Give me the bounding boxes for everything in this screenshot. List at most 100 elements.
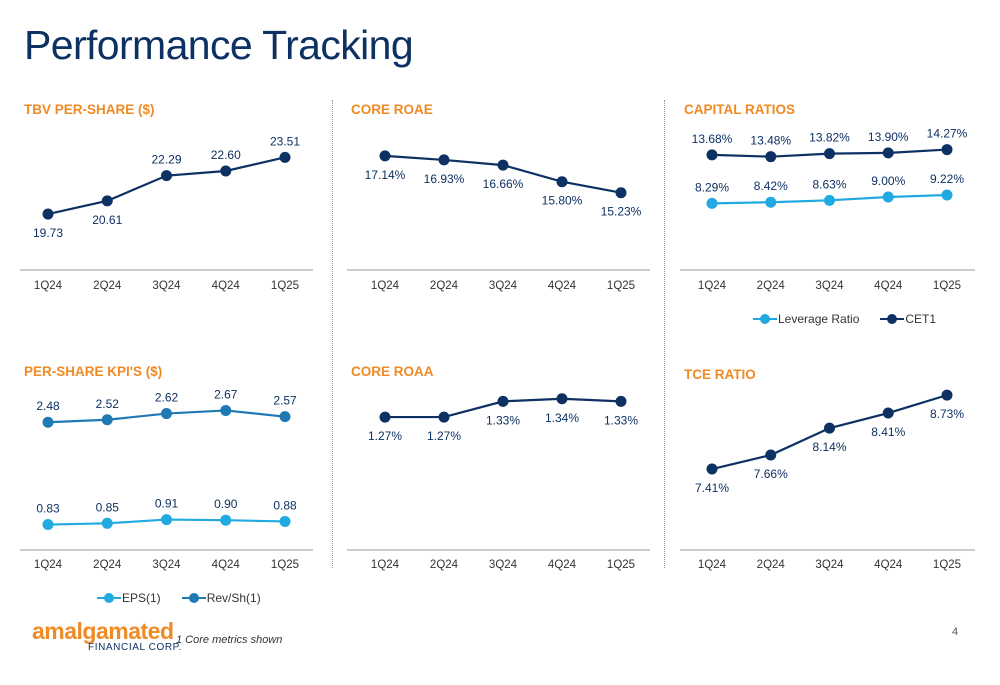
legend-marker-eps [97, 593, 121, 603]
data-label: 2.52 [96, 397, 120, 411]
data-point [824, 148, 835, 160]
data-point [101, 414, 113, 426]
data-label: 15.23% [601, 205, 642, 219]
data-label: 0.88 [273, 498, 297, 512]
data-point [882, 147, 894, 159]
data-point [161, 408, 172, 420]
data-label: 8.73% [930, 407, 964, 421]
data-label: 0.85 [96, 500, 120, 514]
data-label: 7.66% [754, 467, 788, 481]
x-tick-label: 1Q25 [271, 559, 299, 571]
data-label: 1.33% [604, 413, 638, 427]
data-label: 19.73 [33, 226, 63, 240]
data-label: 8.42% [754, 179, 788, 193]
chart-tbv: 1Q24 2Q24 3Q24 4Q24 1Q25 19.73 20.61 22.29 22.60… [20, 134, 313, 292]
data-point [615, 395, 627, 407]
x-tick-label: 1Q25 [607, 559, 635, 571]
data-point [42, 208, 54, 220]
x-tick-label: 1Q24 [698, 559, 727, 571]
data-label: 2.48 [36, 399, 60, 413]
panel-title-capital: CAPITAL RATIOS [684, 102, 795, 117]
chart-tce: 1Q24 2Q24 3Q24 4Q24 1Q25 7.41% 7.66% 8.14% 8.41%… [680, 389, 975, 571]
x-tick-label: 3Q24 [152, 559, 181, 571]
x-tick-label: 1Q24 [34, 559, 63, 571]
legend-item-revsh: Rev/Sh(1) [181, 591, 261, 605]
data-point [556, 393, 568, 405]
data-label: 23.51 [270, 134, 300, 148]
data-point [279, 411, 291, 423]
data-point [497, 159, 509, 171]
x-tick-label: 2Q24 [93, 280, 122, 292]
data-label: 0.90 [214, 497, 238, 511]
legend-item-eps: EPS(1) [96, 591, 161, 605]
data-label: 13.82% [809, 131, 850, 145]
chart-capital: 1Q24 2Q24 3Q24 4Q24 1Q25 8.29% 8.42% 8.63% 9.00%… [680, 127, 975, 292]
data-label: 0.91 [155, 497, 179, 511]
panel-title-kpi: PER-SHARE KPI'S ($) [24, 364, 163, 379]
x-tick-label: 1Q25 [271, 280, 299, 292]
data-label: 1.27% [427, 429, 461, 443]
data-point [497, 395, 509, 407]
data-point [824, 194, 835, 206]
x-tick-label: 4Q24 [874, 280, 903, 292]
panel-title-tbv: TBV PER-SHARE ($) [24, 102, 155, 117]
x-tick-label: 2Q24 [430, 559, 459, 571]
data-point [882, 191, 894, 203]
legend-kpi: EPS(1) Rev/Sh(1) [96, 591, 277, 605]
data-label: 9.00% [871, 174, 905, 188]
legend-marker-revsh [181, 593, 206, 603]
data-label: 2.67 [214, 387, 238, 401]
data-point [438, 154, 450, 166]
x-tick-label: 2Q24 [757, 280, 786, 292]
panel-title-roae: CORE ROAE [351, 102, 433, 117]
data-label: 16.93% [424, 172, 465, 186]
data-label: 2.57 [273, 394, 297, 408]
data-point [379, 150, 391, 162]
legend-item-leverage: Leverage Ratio [752, 312, 859, 326]
x-tick-label: 1Q24 [34, 280, 63, 292]
x-tick-label: 2Q24 [93, 559, 122, 571]
data-label: 0.83 [36, 502, 60, 516]
chart-kpi: 1Q24 2Q24 3Q24 4Q24 1Q25 0.83 0.85 0.91 0.90 0.88… [20, 387, 313, 571]
data-label: 15.80% [542, 194, 583, 208]
data-label: 22.29 [151, 153, 181, 167]
chart-roae: 1Q24 2Q24 3Q24 4Q24 1Q25 17.14% 16.93% 16.66% 15… [347, 150, 650, 292]
legend-marker-cet1 [880, 314, 905, 324]
logo-subtitle: FINANCIAL CORP. [88, 642, 183, 653]
x-tick-label: 3Q24 [815, 280, 844, 292]
data-point [706, 197, 718, 209]
x-tick-label: 1Q24 [371, 280, 400, 292]
x-tick-label: 3Q24 [815, 559, 844, 571]
data-point [379, 411, 391, 423]
divider-left [332, 100, 333, 568]
x-tick-label: 1Q24 [698, 280, 727, 292]
data-point [615, 187, 627, 199]
data-point [706, 463, 718, 475]
data-point [101, 195, 113, 207]
x-tick-label: 4Q24 [548, 559, 577, 571]
data-point [941, 189, 953, 201]
legend-label-eps: EPS(1) [122, 591, 161, 605]
data-label: 13.48% [750, 134, 791, 148]
data-label: 8.29% [695, 180, 729, 194]
data-label: 1.27% [368, 429, 402, 443]
data-label: 7.41% [695, 481, 729, 495]
data-point [220, 404, 232, 416]
legend-capital: Leverage Ratio CET1 [752, 312, 952, 326]
x-tick-label: 1Q24 [371, 559, 400, 571]
data-label: 14.27% [927, 127, 968, 141]
data-label: 8.63% [812, 177, 846, 191]
data-point [882, 407, 894, 419]
data-point [161, 514, 172, 526]
data-point [438, 411, 450, 423]
data-point [941, 389, 953, 401]
x-tick-label: 3Q24 [152, 280, 181, 292]
legend-label-cet1: CET1 [905, 312, 937, 326]
x-tick-label: 1Q25 [933, 559, 961, 571]
logo-wordmark: amalgamated [32, 618, 174, 644]
x-tick-label: 1Q25 [933, 280, 961, 292]
data-label: 20.61 [92, 213, 122, 227]
x-tick-label: 4Q24 [212, 280, 241, 292]
data-label: 16.66% [483, 177, 524, 191]
